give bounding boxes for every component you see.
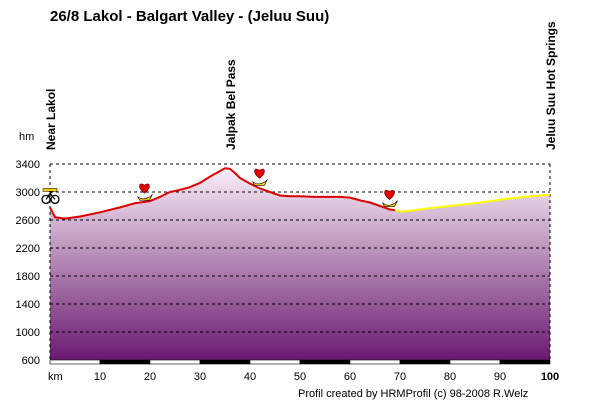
credit-text: Profil created by HRMProfil (c) 98-2008 …	[298, 388, 528, 400]
x-tick-label: 100	[541, 371, 559, 383]
x-scale-segment	[49, 359, 101, 365]
series-line	[394, 193, 551, 213]
heart-shape	[384, 190, 395, 200]
heart-icon	[382, 190, 398, 207]
x-scale-segment	[499, 359, 551, 365]
x-tick-label: 10	[94, 371, 106, 383]
x-tick-label: 30	[194, 371, 206, 383]
x-tick-label: 40	[244, 371, 256, 383]
y-tick-label: 1800	[16, 271, 40, 283]
y-tick-label: 3000	[16, 187, 40, 199]
x-scale-segment	[449, 359, 501, 365]
y-axis-unit-label: hm	[19, 131, 34, 143]
x-tick-label: 80	[444, 371, 456, 383]
y-tick-label: 600	[22, 355, 40, 367]
heart-base	[382, 200, 398, 207]
x-tick-label: 20	[144, 371, 156, 383]
x-scale-segment	[299, 359, 351, 365]
waypoint-label: Jalpak Bel Pass	[224, 59, 238, 150]
y-tick-label: 3400	[16, 159, 40, 171]
x-scale-segment	[99, 359, 151, 365]
y-tick-label: 1000	[16, 327, 40, 339]
x-scale-segment	[349, 359, 401, 365]
elevation-area-fill	[50, 168, 550, 360]
x-scale-segment	[149, 359, 201, 365]
heart-base	[137, 194, 153, 201]
x-axis-unit-label: km	[48, 371, 63, 383]
bicycle-seat	[42, 188, 58, 192]
x-scale-segment	[199, 359, 251, 365]
y-tick-label: 2200	[16, 243, 40, 255]
x-tick-label: 90	[494, 371, 506, 383]
waypoint-label: Near Lakol	[44, 89, 58, 150]
waypoint-label: Jeluu Suu Hot Springs	[544, 21, 558, 150]
series-line	[49, 167, 396, 220]
bicycle-icon	[41, 188, 60, 205]
x-scale-segment	[249, 359, 301, 365]
y-tick-label: 2600	[16, 215, 40, 227]
bicycle-wheel	[41, 194, 51, 205]
heart-icon	[252, 168, 268, 186]
chart-title: 26/8 Lakol - Balgart Valley - (Jeluu Suu…	[50, 8, 329, 25]
heart-shape	[254, 168, 265, 179]
x-tick-label: 50	[294, 371, 306, 383]
x-tick-label: 70	[394, 371, 406, 383]
x-tick-label: 60	[344, 371, 356, 383]
heart-base	[252, 179, 268, 186]
y-tick-label: 1400	[16, 299, 40, 311]
heart-shape	[139, 183, 150, 194]
heart-icon	[137, 183, 153, 201]
bicycle-wheel	[50, 194, 60, 205]
x-scale-segment	[399, 359, 451, 365]
